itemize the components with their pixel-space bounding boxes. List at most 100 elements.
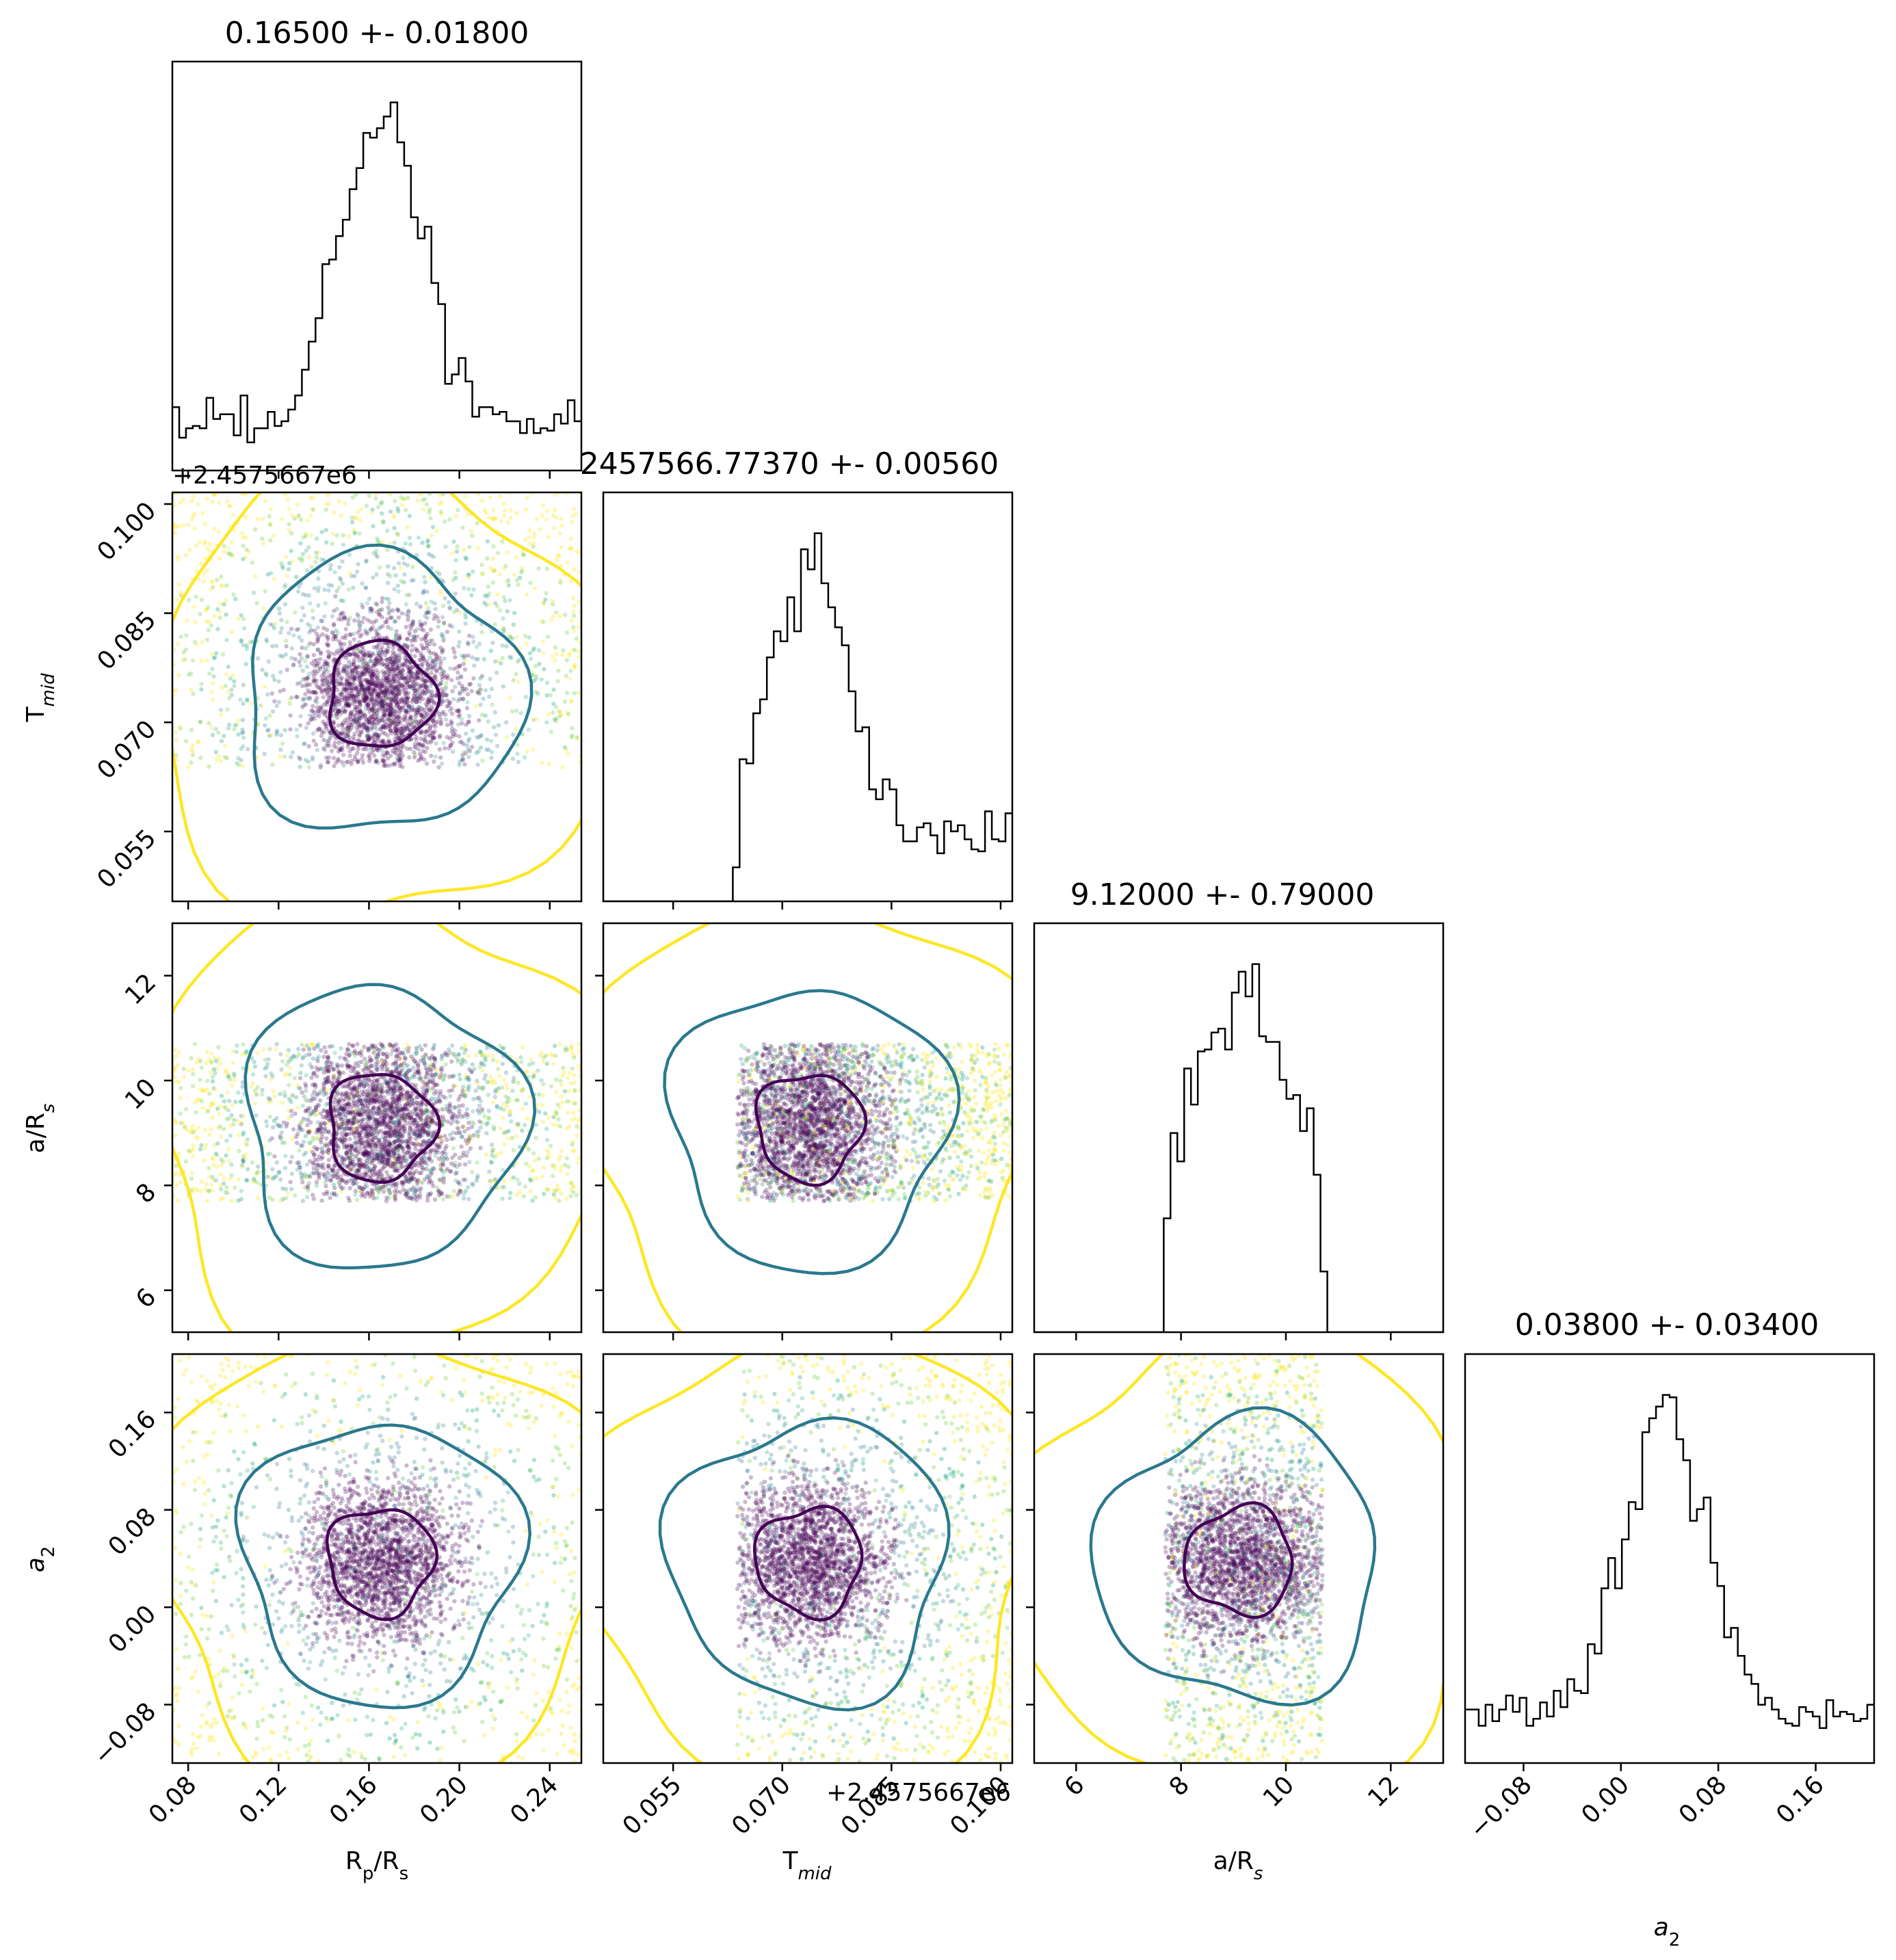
sample-point xyxy=(355,1070,360,1075)
sample-point xyxy=(267,733,272,739)
sample-point xyxy=(211,674,216,679)
sample-point xyxy=(312,1145,317,1150)
sample-point xyxy=(365,665,370,670)
sample-point xyxy=(276,606,282,611)
sample-point xyxy=(411,1185,416,1190)
sample-point xyxy=(360,1117,365,1122)
sample-point xyxy=(396,715,401,719)
sample-point xyxy=(366,737,371,742)
sample-point xyxy=(419,728,424,734)
sample-point xyxy=(478,1050,484,1055)
sample-point xyxy=(392,540,397,545)
sample-point xyxy=(377,700,382,706)
sample-point xyxy=(432,663,438,668)
sample-point xyxy=(396,561,401,566)
sample-point xyxy=(497,1074,502,1078)
sample-point xyxy=(389,722,394,727)
sample-point xyxy=(232,528,237,533)
sample-point xyxy=(388,728,393,734)
sample-point xyxy=(191,514,196,518)
sample-point xyxy=(371,687,376,692)
sample-point xyxy=(259,1182,263,1187)
sample-point xyxy=(412,1059,417,1063)
sample-point xyxy=(447,700,452,705)
sample-point xyxy=(370,672,375,676)
sample-point xyxy=(380,739,385,743)
sample-point xyxy=(389,660,393,665)
sample-point xyxy=(369,725,374,730)
sample-point xyxy=(348,711,353,716)
sample-point xyxy=(416,1103,421,1109)
sample-point xyxy=(358,683,363,688)
sample-point xyxy=(395,737,401,741)
sample-point xyxy=(380,615,384,620)
sample-point xyxy=(407,535,412,540)
sample-point xyxy=(432,1120,437,1126)
sample-point xyxy=(431,1079,436,1084)
sample-point xyxy=(498,608,503,613)
sample-point xyxy=(317,726,321,731)
sample-point xyxy=(397,691,402,696)
sample-point xyxy=(183,553,188,558)
sample-point xyxy=(425,544,431,548)
sample-point xyxy=(244,1048,250,1054)
sample-point xyxy=(366,1076,371,1082)
sample-point xyxy=(440,1191,445,1197)
sample-point xyxy=(423,729,428,734)
sample-point xyxy=(297,1148,302,1153)
sample-point xyxy=(394,684,399,689)
sample-point xyxy=(403,699,408,704)
sample-point xyxy=(344,1063,350,1068)
sample-point xyxy=(179,634,183,639)
sample-point xyxy=(384,751,389,756)
sample-point xyxy=(557,1198,562,1204)
sample-point xyxy=(384,1152,389,1157)
sample-point xyxy=(285,620,289,624)
sample-point xyxy=(344,678,350,683)
sample-point xyxy=(441,1094,446,1100)
sample-point xyxy=(401,555,406,560)
sample-point xyxy=(483,593,488,598)
sample-point xyxy=(391,1097,397,1102)
sample-point xyxy=(365,600,369,605)
sample-point xyxy=(470,1062,475,1067)
sample-point xyxy=(192,1186,197,1191)
sample-point xyxy=(218,1187,224,1192)
sample-point xyxy=(337,700,342,704)
sample-point xyxy=(557,1105,562,1110)
sample-point xyxy=(334,715,340,720)
sample-point xyxy=(400,706,406,711)
sample-point xyxy=(405,680,410,685)
sample-point xyxy=(438,592,443,597)
sample-point xyxy=(412,676,417,681)
sample-point xyxy=(255,1195,261,1201)
sample-point xyxy=(375,609,380,615)
sample-point xyxy=(577,599,581,604)
sample-point xyxy=(512,1079,517,1084)
sample-point xyxy=(357,518,363,522)
sample-point xyxy=(524,1161,529,1166)
sample-point xyxy=(408,1115,413,1120)
sample-point xyxy=(347,660,352,665)
sample-point xyxy=(391,674,396,679)
sample-point xyxy=(324,1113,329,1118)
sample-point xyxy=(486,584,490,589)
sample-point xyxy=(236,756,241,761)
sample-point xyxy=(303,702,308,707)
sample-point xyxy=(369,510,374,515)
sample-point xyxy=(453,1054,458,1059)
sample-point xyxy=(365,668,370,673)
sample-point xyxy=(371,673,376,678)
sample-point xyxy=(395,532,401,537)
sample-point xyxy=(344,695,349,700)
sample-point xyxy=(370,1191,375,1196)
sample-point xyxy=(334,1121,339,1126)
sample-point xyxy=(432,665,436,670)
sample-point xyxy=(495,1066,501,1072)
sample-point xyxy=(397,637,401,641)
sample-point xyxy=(241,744,246,749)
sample-point xyxy=(456,698,460,703)
sample-point xyxy=(358,672,364,677)
sample-point xyxy=(341,1156,345,1161)
sample-point xyxy=(364,703,369,708)
